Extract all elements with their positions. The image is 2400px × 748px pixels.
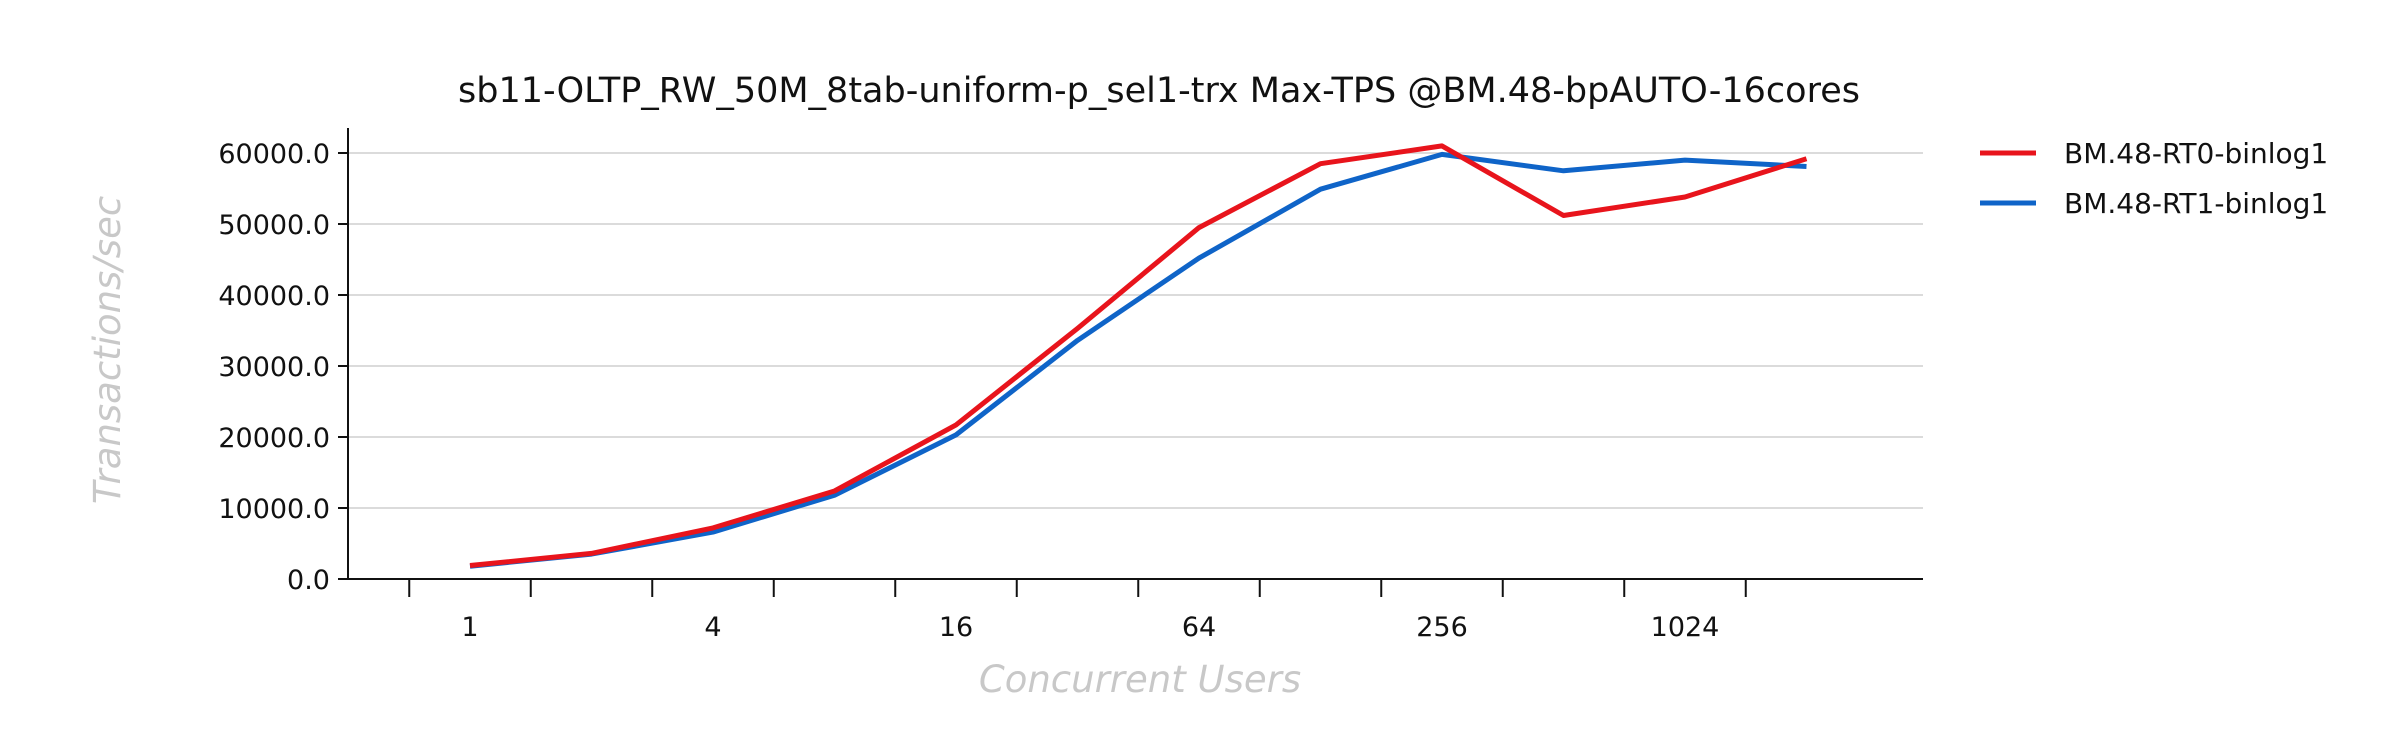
chart-title: sb11-OLTP_RW_50M_8tab-uniform-p_sel1-trx… bbox=[458, 71, 1860, 111]
x-axis-ticks: 1 4 16 64 256 1024 bbox=[408, 579, 1747, 643]
legend-label: BM.48-RT1-binlog1 bbox=[2064, 187, 2328, 220]
y-tick-label: 30000.0 bbox=[218, 352, 330, 383]
axes bbox=[347, 128, 1923, 580]
y-tick-label: 0.0 bbox=[287, 565, 330, 596]
y-tick-label: 60000.0 bbox=[218, 139, 330, 170]
x-axis-title: Concurrent Users bbox=[979, 658, 1301, 701]
x-tick-label: 4 bbox=[704, 612, 721, 643]
series-layer bbox=[469, 143, 1808, 569]
y-tick-label: 50000.0 bbox=[218, 210, 330, 241]
y-tick-label: 20000.0 bbox=[218, 423, 330, 454]
legend: BM.48-RT0-binlog1 BM.48-RT1-binlog1 bbox=[1980, 137, 2328, 220]
y-tick-label: 40000.0 bbox=[218, 281, 330, 312]
series-line bbox=[469, 151, 1807, 569]
y-tick-label: 10000.0 bbox=[218, 494, 330, 525]
y-axis-title: Transactions/sec bbox=[86, 196, 129, 504]
x-tick-label: 16 bbox=[939, 612, 973, 643]
x-tick-label: 1 bbox=[461, 612, 478, 643]
y-axis-ticks: 0.0 10000.0 20000.0 30000.0 40000.0 50000.0 60… bbox=[218, 139, 348, 596]
x-tick-label: 256 bbox=[1416, 612, 1468, 643]
legend-label: BM.48-RT0-binlog1 bbox=[2064, 137, 2328, 170]
x-tick-label: 64 bbox=[1182, 612, 1216, 643]
x-tick-label: 1024 bbox=[1651, 612, 1720, 643]
grid-lines bbox=[348, 152, 1923, 509]
series-line bbox=[469, 143, 1808, 568]
